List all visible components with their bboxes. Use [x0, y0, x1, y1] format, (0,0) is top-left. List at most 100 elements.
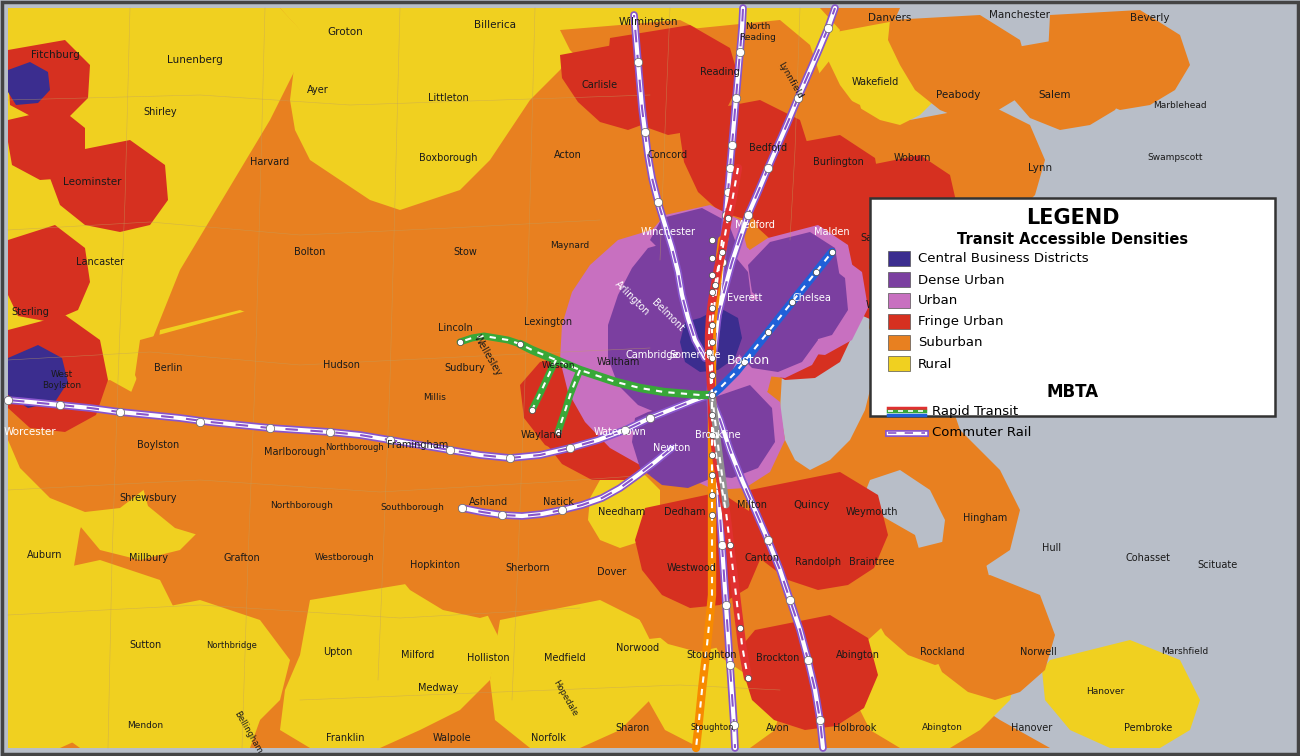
Polygon shape	[8, 225, 90, 322]
Text: Winthrop: Winthrop	[866, 300, 910, 310]
Polygon shape	[588, 470, 660, 548]
Text: Westwood: Westwood	[667, 563, 716, 573]
Text: Milton: Milton	[737, 500, 767, 510]
Text: North
Reading: North Reading	[740, 22, 776, 42]
Text: Harvard: Harvard	[251, 157, 290, 167]
Text: Waltham: Waltham	[597, 357, 640, 367]
Text: Groton: Groton	[328, 27, 363, 37]
Text: Hingham: Hingham	[963, 513, 1008, 523]
Text: Wellesley: Wellesley	[472, 333, 504, 377]
Text: Lynnfield: Lynnfield	[776, 60, 805, 100]
Text: Boylston: Boylston	[136, 440, 179, 450]
Polygon shape	[745, 135, 881, 258]
Text: Northbridge: Northbridge	[207, 640, 257, 649]
Text: Auburn: Auburn	[27, 550, 62, 560]
Text: Natick: Natick	[542, 497, 573, 507]
Polygon shape	[698, 560, 848, 685]
Text: Beverly: Beverly	[1130, 13, 1170, 23]
Polygon shape	[1000, 35, 1130, 130]
Text: Peabody: Peabody	[936, 90, 980, 100]
Text: Ayer: Ayer	[307, 85, 329, 95]
Text: Lincoln: Lincoln	[438, 323, 472, 333]
Text: Belmont: Belmont	[650, 297, 686, 333]
Bar	[888, 356, 910, 371]
Bar	[888, 335, 910, 350]
Text: Central Business Districts: Central Business Districts	[918, 253, 1088, 265]
Polygon shape	[662, 380, 785, 490]
Polygon shape	[538, 368, 672, 480]
Polygon shape	[634, 492, 762, 608]
Bar	[888, 314, 910, 329]
Polygon shape	[910, 575, 1056, 700]
Text: Commuter Rail: Commuter Rail	[932, 426, 1031, 439]
Polygon shape	[747, 472, 888, 590]
Text: Hanover: Hanover	[1086, 687, 1124, 696]
Text: Swampscott: Swampscott	[1147, 153, 1202, 163]
Text: Franklin: Franklin	[326, 733, 364, 743]
Text: Lunenberg: Lunenberg	[168, 55, 222, 65]
Text: Bolton: Bolton	[294, 247, 326, 257]
Text: Sherborn: Sherborn	[506, 563, 550, 573]
Polygon shape	[758, 252, 868, 355]
Text: Sterling: Sterling	[12, 307, 49, 317]
Text: Framingham: Framingham	[387, 440, 448, 450]
Polygon shape	[1048, 10, 1190, 110]
Polygon shape	[699, 8, 840, 108]
Text: Everett: Everett	[727, 293, 763, 303]
Polygon shape	[840, 155, 958, 262]
Text: Fitchburg: Fitchburg	[31, 50, 79, 60]
Polygon shape	[300, 310, 490, 458]
Text: Avon: Avon	[766, 723, 790, 733]
Text: Dense Urban: Dense Urban	[918, 274, 1005, 287]
Polygon shape	[49, 140, 168, 232]
FancyBboxPatch shape	[870, 198, 1275, 416]
Text: Cohasset: Cohasset	[1126, 553, 1170, 563]
Polygon shape	[732, 288, 818, 372]
Text: Rockland: Rockland	[920, 647, 965, 657]
Text: Watertown: Watertown	[594, 427, 646, 437]
Text: Dover: Dover	[598, 567, 627, 577]
Polygon shape	[740, 272, 855, 380]
Text: Millbury: Millbury	[129, 553, 168, 563]
Text: Medway: Medway	[417, 683, 458, 693]
Polygon shape	[615, 232, 738, 344]
Text: Randolph: Randolph	[794, 557, 841, 567]
Text: Medford: Medford	[734, 220, 775, 230]
Polygon shape	[111, 408, 280, 538]
Text: Scituate: Scituate	[1197, 560, 1238, 570]
Polygon shape	[8, 108, 84, 180]
Polygon shape	[8, 315, 108, 432]
Bar	[888, 251, 910, 266]
Polygon shape	[8, 380, 165, 512]
Polygon shape	[835, 145, 965, 268]
Polygon shape	[905, 105, 1045, 233]
Text: Fringe Urban: Fringe Urban	[918, 315, 1004, 329]
Text: Rapid Transit: Rapid Transit	[932, 404, 1018, 417]
Text: Worcester: Worcester	[4, 427, 56, 437]
Text: Reading: Reading	[701, 67, 740, 77]
Text: Hopkinton: Hopkinton	[410, 560, 460, 570]
Polygon shape	[792, 535, 900, 645]
Text: Boston: Boston	[727, 354, 770, 367]
Text: Burlington: Burlington	[812, 157, 863, 167]
Text: Maynard: Maynard	[550, 240, 590, 249]
Text: Abington: Abington	[922, 723, 962, 733]
Text: Acton: Acton	[554, 150, 582, 160]
Polygon shape	[742, 615, 878, 730]
Polygon shape	[650, 208, 738, 268]
Text: Woburn: Woburn	[893, 153, 931, 163]
Polygon shape	[616, 520, 768, 652]
Text: Suburban: Suburban	[918, 336, 983, 349]
Polygon shape	[560, 20, 731, 135]
Text: Lexington: Lexington	[524, 317, 572, 327]
Text: Hudson: Hudson	[324, 360, 360, 370]
Polygon shape	[520, 345, 653, 460]
Text: Milford: Milford	[402, 650, 434, 660]
Polygon shape	[680, 20, 820, 120]
Text: Marblehead: Marblehead	[1153, 101, 1206, 110]
Text: West
Boylston: West Boylston	[43, 370, 82, 389]
Text: Southborough: Southborough	[380, 503, 443, 513]
Text: MBTA: MBTA	[1046, 383, 1098, 401]
Text: Holliston: Holliston	[467, 653, 510, 663]
Polygon shape	[820, 20, 950, 125]
